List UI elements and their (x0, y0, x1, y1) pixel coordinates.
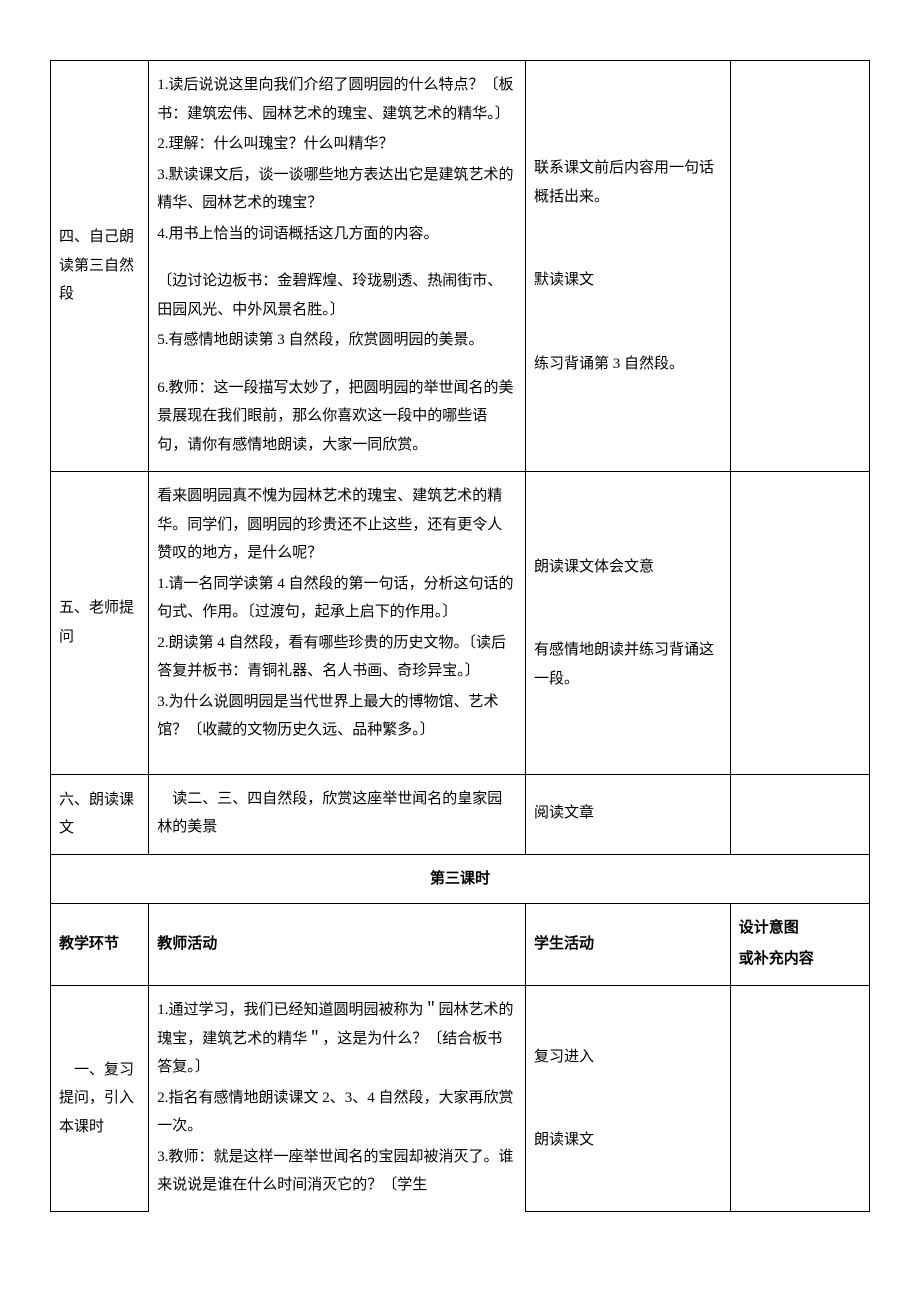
student-line: 默读课文 (534, 266, 722, 295)
table-row: 五、老师提问 看来圆明园真不愧为园林艺术的瑰宝、建筑艺术的精华。同学们，圆明园的… (51, 472, 870, 775)
teacher-activity-6: 读二、三、四自然段，欣赏这座举世闻名的皇家园林的美景 (149, 774, 526, 854)
section-label-1b: 一、复习提问，引入本课时 (51, 986, 149, 1212)
blank-line (534, 1091, 722, 1106)
teacher-line: 2.指名有感情地朗读课文 2、3、4 自然段，大家再欣赏一次。 (157, 1084, 517, 1141)
teacher-activity-4: 1.读后说说这里向我们介绍了圆明园的什么特点？〔板书：建筑宏伟、园林艺术的瑰宝、… (149, 61, 526, 472)
student-activity-1b: 复习进入 朗读课文 (526, 986, 731, 1212)
blank-line (534, 601, 722, 616)
teacher-line: 1.读后说说这里向我们介绍了圆明园的什么特点？〔板书：建筑宏伟、园林艺术的瑰宝、… (157, 71, 517, 128)
header-section: 教学环节 (51, 904, 149, 986)
table-row: 四、自己朗读第三自然段 1.读后说说这里向我们介绍了圆明园的什么特点？〔板书：建… (51, 61, 870, 472)
blank-line (534, 231, 722, 246)
teacher-line: 3.教师：就是这样一座举世闻名的宝园却被消灭了。谁来说说是谁在什么时间消灭它的？… (157, 1143, 517, 1200)
header-design-line1: 设计意图 (739, 914, 861, 943)
header-design-line2: 或补充内容 (739, 945, 861, 974)
blank-line (157, 250, 517, 265)
lesson-plan-table: 四、自己朗读第三自然段 1.读后说说这里向我们介绍了圆明园的什么特点？〔板书：建… (50, 60, 870, 1212)
design-intent-6 (730, 774, 869, 854)
teacher-line: 〔边讨论边板书：金碧辉煌、玲珑剔透、热闹街市、田园风光、中外风景名胜。〕 (157, 267, 517, 324)
teacher-line: 6.教师：这一段描写太妙了，把圆明园的举世闻名的美景展现在我们眼前，那么你喜欢这… (157, 374, 517, 460)
header-row: 教学环节 教师活动 学生活动 设计意图 或补充内容 (51, 904, 870, 986)
table-row: 一、复习提问，引入本课时 1.通过学习，我们已经知道圆明园被称为＂园林艺术的瑰宝… (51, 986, 870, 1212)
blank-line (534, 315, 722, 330)
section-label-5: 五、老师提问 (51, 472, 149, 775)
teacher-activity-5: 看来圆明园真不愧为园林艺术的瑰宝、建筑艺术的精华。同学们，圆明园的珍贵还不止这些… (149, 472, 526, 775)
header-design: 设计意图 或补充内容 (730, 904, 869, 986)
teacher-line: 2.理解：什么叫瑰宝？什么叫精华？ (157, 130, 517, 159)
student-line: 阅读文章 (534, 799, 722, 828)
teacher-line: 3.默读课文后，谈一谈哪些地方表达出它是建筑艺术的精华、园林艺术的瑰宝？ (157, 161, 517, 218)
table-row: 六、朗读课文 读二、三、四自然段，欣赏这座举世闻名的皇家园林的美景 阅读文章 (51, 774, 870, 854)
lesson-divider: 第三课时 (51, 854, 870, 904)
header-teacher: 教师活动 (149, 904, 526, 986)
header-student: 学生活动 (526, 904, 731, 986)
student-line: 练习背诵第 3 自然段。 (534, 350, 722, 379)
teacher-line: 2.朗读第 4 自然段，看有哪些珍贵的历史文物。〔读后答复并板书：青铜礼器、名人… (157, 629, 517, 686)
design-intent-4 (730, 61, 869, 472)
teacher-line: 1.通过学习，我们已经知道圆明园被称为＂园林艺术的瑰宝，建筑艺术的精华＂，这是为… (157, 996, 517, 1082)
teacher-line: 读二、三、四自然段，欣赏这座举世闻名的皇家园林的美景 (157, 785, 517, 842)
teacher-line: 5.有感情地朗读第 3 自然段，欣赏圆明园的美景。 (157, 326, 517, 355)
teacher-activity-1b: 1.通过学习，我们已经知道圆明园被称为＂园林艺术的瑰宝，建筑艺术的精华＂，这是为… (149, 986, 526, 1212)
teacher-line: 1.请一名同学读第 4 自然段的第一句话，分析这句话的句式、作用。〔过渡句，起承… (157, 570, 517, 627)
student-line: 有感情地朗读并练习背诵这一段。 (534, 636, 722, 693)
blank-line (157, 357, 517, 372)
design-intent-5 (730, 472, 869, 775)
teacher-line: 3.为什么说圆明园是当代世界上最大的博物馆、艺术馆？〔收藏的文物历史久远、品种繁… (157, 688, 517, 745)
section-label-6: 六、朗读课文 (51, 774, 149, 854)
student-activity-5: 朗读课文体会文意 有感情地朗读并练习背诵这一段。 (526, 472, 731, 775)
lesson-divider-row: 第三课时 (51, 854, 870, 904)
student-line: 复习进入 (534, 1043, 722, 1072)
student-activity-4: 联系课文前后内容用一句话概括出来。 默读课文 练习背诵第 3 自然段。 (526, 61, 731, 472)
design-intent-1b (730, 986, 869, 1212)
teacher-line: 4.用书上恰当的词语概括这几方面的内容。 (157, 220, 517, 249)
section-label-4: 四、自己朗读第三自然段 (51, 61, 149, 472)
student-line: 朗读课文 (534, 1126, 722, 1155)
blank-line (157, 747, 517, 762)
student-line: 联系课文前后内容用一句话概括出来。 (534, 154, 722, 211)
student-activity-6: 阅读文章 (526, 774, 731, 854)
student-line: 朗读课文体会文意 (534, 553, 722, 582)
teacher-line: 看来圆明园真不愧为园林艺术的瑰宝、建筑艺术的精华。同学们，圆明园的珍贵还不止这些… (157, 482, 517, 568)
